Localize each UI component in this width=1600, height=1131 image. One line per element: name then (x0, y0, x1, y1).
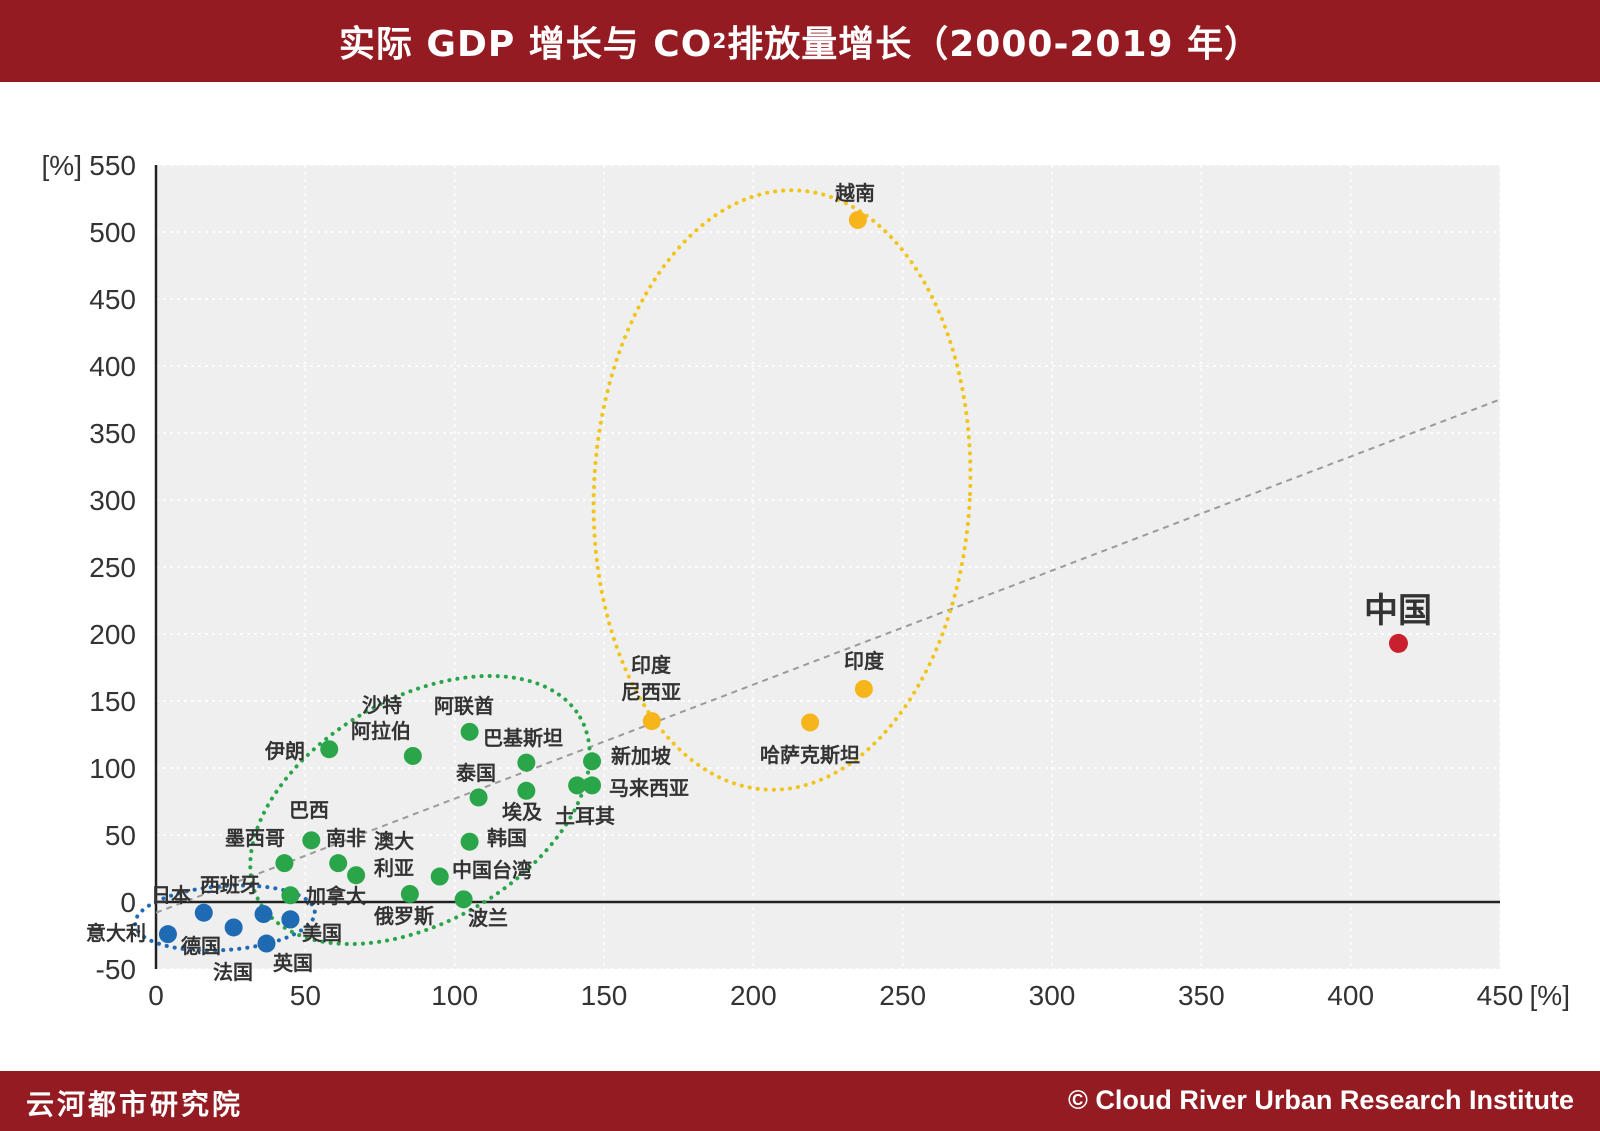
data-point (854, 679, 873, 698)
point-label: 埃及 (502, 800, 543, 824)
data-point (583, 776, 602, 795)
point-label: 印度 (844, 649, 885, 673)
data-point (642, 712, 661, 731)
data-point (257, 934, 276, 953)
green-group-ellipse (248, 673, 592, 947)
x-tick-label: 0 (148, 980, 164, 1011)
y-tick-label: 100 (89, 753, 136, 784)
y-tick-label: 350 (89, 418, 136, 449)
data-point (281, 910, 300, 929)
point-label: 阿拉伯 (351, 719, 411, 743)
data-point (848, 210, 867, 229)
data-point (430, 867, 449, 886)
point-label: 泰国 (455, 761, 496, 785)
yellow-group-ellipse (591, 188, 973, 792)
title-subscript: 2 (712, 29, 728, 53)
x-tick-label: 100 (431, 980, 478, 1011)
data-point (517, 781, 536, 800)
y-tick-label: 550 (89, 150, 136, 181)
point-label: 墨西哥 (225, 826, 285, 850)
y-tick-label: 250 (89, 552, 136, 583)
y-tick-label: 500 (89, 217, 136, 248)
y-unit-label: [%] (42, 150, 82, 181)
data-point (320, 740, 339, 759)
data-point (158, 925, 177, 944)
y-tick-label: 200 (89, 619, 136, 650)
point-label: 德国 (181, 934, 221, 958)
data-point (224, 918, 243, 937)
y-tick-label: -50 (96, 954, 136, 985)
point-label: 巴西 (289, 798, 329, 822)
data-point (254, 905, 273, 924)
point-label: 加拿大 (305, 884, 366, 908)
y-tick-label: 450 (89, 284, 136, 315)
data-point (275, 854, 294, 873)
data-point (454, 890, 473, 909)
point-label: 巴基斯坦 (483, 726, 563, 750)
point-label: 英国 (273, 951, 313, 975)
point-label-china: 中国 (1364, 591, 1432, 631)
point-label: 西班牙 (200, 873, 260, 897)
point-label: 土耳其 (555, 804, 615, 828)
x-unit-label: [%] (1530, 980, 1570, 1011)
y-tick-label: 0 (120, 887, 136, 918)
data-point (1388, 633, 1408, 653)
point-label: 南非 (326, 826, 366, 850)
data-point (400, 884, 419, 903)
point-label: 利亚 (374, 856, 414, 880)
point-label: 美国 (302, 921, 342, 945)
x-tick-label: 250 (879, 980, 926, 1011)
x-tick-label: 350 (1178, 980, 1225, 1011)
point-label: 波兰 (468, 906, 508, 930)
x-tick-label: 50 (290, 980, 321, 1011)
y-tick-label: 400 (89, 351, 136, 382)
data-point (460, 722, 479, 741)
point-label: 印度 (631, 653, 672, 677)
footer: 云河都市研究院 © Cloud River Urban Research Ins… (0, 1071, 1600, 1131)
point-label: 日本 (151, 883, 191, 907)
point-label: 越南 (834, 181, 875, 205)
data-point (568, 776, 587, 795)
point-label: 伊朗 (264, 739, 305, 763)
x-tick-label: 300 (1029, 980, 1076, 1011)
point-label: 法国 (213, 960, 253, 984)
y-tick-label: 300 (89, 485, 136, 516)
data-point (517, 753, 536, 772)
point-label: 尼西亚 (621, 680, 681, 704)
x-tick-label: 400 (1327, 980, 1374, 1011)
point-label: 沙特 (362, 693, 402, 717)
y-tick-label: 150 (89, 686, 136, 717)
footer-org-name: 云河都市研究院 (26, 1088, 244, 1121)
data-point (403, 746, 422, 765)
data-point (801, 713, 820, 732)
data-point (194, 903, 213, 922)
data-point (583, 752, 602, 771)
data-point (281, 886, 300, 905)
y-tick-label: 50 (105, 820, 136, 851)
point-label: 俄罗斯 (373, 904, 434, 928)
chart-title: 实际 GDP 增长与 CO 2 排放量增长（2000-2019 年） (0, 0, 1600, 82)
point-label: 中国台湾 (452, 858, 532, 882)
point-label: 澳大 (374, 829, 414, 853)
footer-copyright: © Cloud River Urban Research Institute (1068, 1085, 1574, 1115)
title-tail: 排放量增长（2000-2019 年） (727, 24, 1262, 65)
point-label: 阿联酋 (434, 694, 494, 718)
point-label: 哈萨克斯坦 (760, 743, 860, 767)
point-label: 新加坡 (611, 744, 672, 768)
data-point (329, 854, 348, 873)
data-point (347, 866, 366, 885)
data-point (460, 832, 479, 851)
title-main: 实际 GDP 增长与 CO (338, 24, 713, 65)
data-point (469, 788, 488, 807)
point-label: 马来西亚 (609, 776, 689, 800)
x-tick-label: 150 (581, 980, 628, 1011)
blue-group-ellipse (133, 883, 317, 953)
trend-line (155, 398, 1501, 914)
data-point (302, 831, 321, 850)
x-tick-label: 200 (730, 980, 777, 1011)
x-tick-label: 450 (1477, 980, 1524, 1011)
point-label: 意大利 (86, 921, 146, 945)
point-label: 韩国 (487, 826, 527, 850)
scatter-chart: 0 50 100 150 200 250 300 350 400 450 -50 0 50 100 150 2… (42, 150, 1570, 1011)
